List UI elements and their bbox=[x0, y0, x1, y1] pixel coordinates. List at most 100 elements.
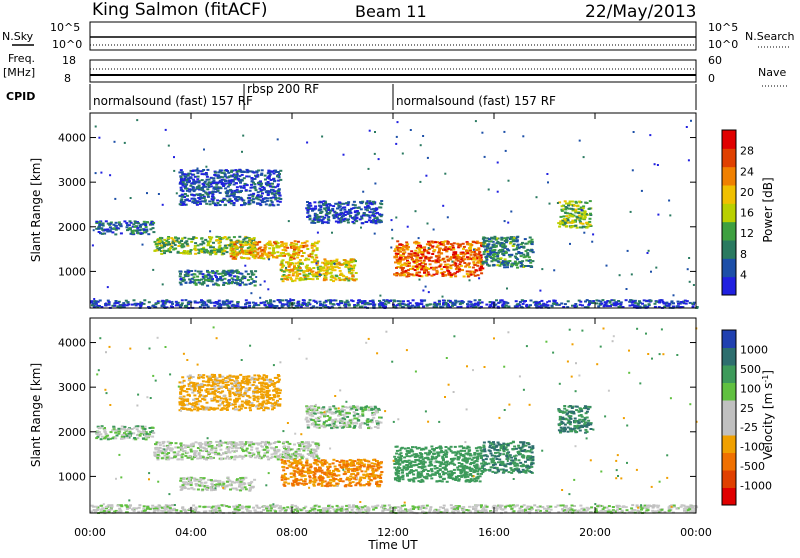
data-cell bbox=[279, 195, 282, 197]
data-cell bbox=[286, 247, 289, 249]
data-cell bbox=[201, 284, 204, 286]
data-cell bbox=[164, 455, 167, 457]
data-cell bbox=[396, 253, 399, 255]
data-cell bbox=[563, 215, 566, 217]
data-cell bbox=[492, 257, 495, 259]
data-cell bbox=[582, 226, 585, 228]
data-cell bbox=[508, 260, 511, 262]
scatter-cell bbox=[451, 261, 453, 263]
data-cell bbox=[316, 242, 319, 244]
data-cell bbox=[347, 201, 350, 203]
data-cell bbox=[257, 198, 260, 200]
scatter-cell bbox=[95, 172, 97, 174]
data-cell bbox=[114, 432, 117, 434]
data-cell bbox=[191, 281, 194, 283]
data-cell bbox=[414, 306, 417, 308]
data-cell bbox=[574, 305, 577, 307]
data-cell bbox=[338, 207, 341, 209]
data-cell bbox=[524, 238, 527, 240]
cpid-segment-label: rbsp 200 RF bbox=[247, 82, 319, 96]
data-cell bbox=[293, 247, 296, 249]
data-cell bbox=[180, 187, 183, 189]
data-cell bbox=[269, 197, 272, 199]
data-cell bbox=[129, 228, 132, 230]
data-cell bbox=[277, 183, 280, 185]
data-cell bbox=[260, 174, 263, 176]
data-cell bbox=[506, 264, 509, 266]
data-cell bbox=[529, 304, 532, 306]
data-cell bbox=[399, 305, 402, 307]
data-cell bbox=[461, 269, 464, 271]
data-cell bbox=[179, 275, 182, 277]
data-cell bbox=[248, 203, 251, 205]
data-cell bbox=[254, 178, 257, 180]
data-cell bbox=[193, 454, 196, 456]
data-cell bbox=[311, 247, 314, 249]
data-cell bbox=[244, 486, 247, 488]
data-cell bbox=[395, 256, 398, 258]
data-cell bbox=[202, 190, 205, 192]
data-cell bbox=[352, 300, 355, 302]
data-cell bbox=[209, 246, 212, 248]
data-cell bbox=[177, 447, 180, 449]
data-cell bbox=[254, 457, 257, 459]
data-cell bbox=[249, 252, 252, 254]
data-cell bbox=[138, 229, 141, 231]
data-cell bbox=[218, 177, 221, 179]
data-cell bbox=[199, 446, 202, 448]
data-cell bbox=[182, 280, 185, 282]
data-cell bbox=[192, 444, 195, 446]
data-cell bbox=[680, 301, 683, 303]
data-cell bbox=[192, 179, 195, 181]
data-cell bbox=[241, 277, 244, 279]
data-cell bbox=[399, 260, 402, 262]
data-cell bbox=[189, 445, 192, 447]
data-cell bbox=[174, 244, 177, 246]
data-cell bbox=[348, 272, 351, 274]
scatter-cell bbox=[374, 183, 376, 185]
data-cell bbox=[188, 478, 191, 480]
scatter-cell bbox=[507, 222, 509, 224]
nsearch-tick-top: 10^5 bbox=[708, 21, 738, 34]
data-cell bbox=[254, 270, 257, 272]
data-cell bbox=[260, 185, 263, 187]
data-cell bbox=[368, 217, 371, 219]
scatter-cell bbox=[92, 244, 94, 246]
data-cell bbox=[589, 300, 592, 302]
data-cell bbox=[305, 458, 308, 460]
scatter-cell bbox=[236, 173, 238, 175]
data-cell bbox=[248, 197, 251, 199]
data-cell bbox=[331, 269, 334, 271]
data-cell bbox=[300, 456, 303, 458]
data-cell bbox=[507, 249, 510, 251]
data-cell bbox=[346, 300, 349, 302]
data-cell bbox=[193, 198, 196, 200]
data-cell bbox=[287, 483, 290, 485]
data-cell bbox=[646, 300, 649, 302]
data-cell bbox=[193, 480, 196, 482]
data-cell bbox=[227, 479, 230, 481]
data-cell bbox=[210, 250, 213, 252]
data-cell bbox=[277, 197, 280, 199]
data-cell bbox=[214, 447, 217, 449]
scatter-cell bbox=[415, 210, 417, 212]
data-cell bbox=[286, 279, 289, 281]
data-cell bbox=[306, 270, 309, 272]
data-cell bbox=[204, 199, 207, 201]
data-cell bbox=[338, 262, 341, 264]
data-cell bbox=[289, 277, 292, 279]
data-cell bbox=[402, 245, 405, 247]
data-cell bbox=[274, 198, 277, 200]
data-cell bbox=[232, 304, 235, 306]
scatter-cell bbox=[316, 302, 318, 304]
data-cell bbox=[233, 458, 236, 460]
data-cell bbox=[479, 259, 482, 261]
data-cell bbox=[211, 252, 214, 254]
data-cell bbox=[291, 270, 294, 272]
data-cell bbox=[105, 220, 108, 222]
data-cell bbox=[477, 274, 480, 276]
data-cell bbox=[227, 186, 230, 188]
data-cell bbox=[317, 221, 320, 223]
data-cell bbox=[206, 176, 209, 178]
data-cell bbox=[425, 274, 428, 276]
